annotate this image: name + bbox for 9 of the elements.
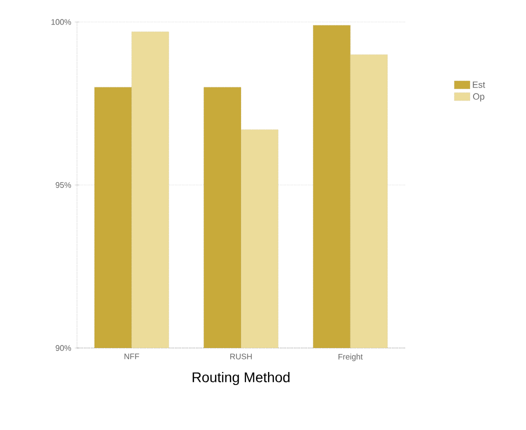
x-tick-label: NFF — [124, 354, 140, 360]
legend-label: Est — [472, 82, 486, 88]
x-tick-label: RUSH — [230, 354, 252, 360]
y-tick-label: 100% — [51, 19, 72, 25]
y-tick-label: 90% — [56, 345, 72, 351]
x-tick-label: Freight — [338, 354, 363, 362]
x-axis-title: Routing Method — [192, 372, 290, 386]
y-tick-label: 95% — [56, 182, 72, 188]
legend-label: Op — [473, 93, 484, 102]
